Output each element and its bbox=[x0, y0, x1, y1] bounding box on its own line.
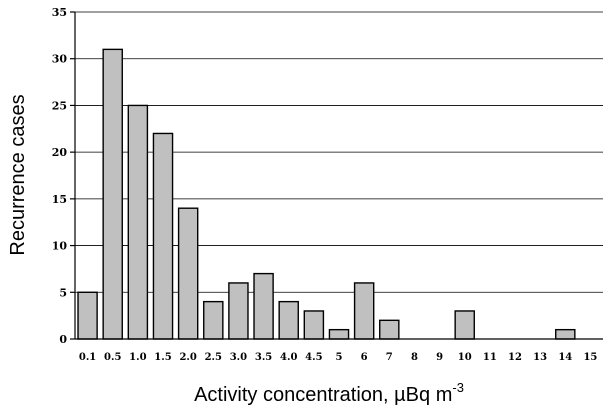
bar-0.1 bbox=[77, 291, 98, 340]
x-tick-label: 3.0 bbox=[230, 352, 247, 363]
bar-4.5 bbox=[303, 310, 325, 340]
y-tick-label: 25 bbox=[52, 99, 67, 112]
y-tick-label: 35 bbox=[52, 6, 67, 19]
bar-2.5 bbox=[203, 300, 224, 340]
x-tick-label: 4.0 bbox=[280, 352, 297, 363]
bar-3.0 bbox=[228, 282, 249, 340]
x-tick-label: 13 bbox=[533, 352, 547, 363]
x-tick-label: 2.5 bbox=[205, 352, 222, 363]
bar-4.0 bbox=[278, 300, 299, 340]
y-tick-label: 30 bbox=[52, 53, 68, 66]
x-tick-label: 2.0 bbox=[179, 352, 196, 363]
y-axis-title: Recurrence cases bbox=[7, 94, 29, 255]
bar-7 bbox=[379, 319, 400, 340]
y-tick-label: 20 bbox=[52, 146, 68, 159]
x-tick-label: 0.1 bbox=[79, 352, 96, 363]
y-tick-label: 5 bbox=[59, 286, 67, 299]
x-axis-title: Activity concentration, µBq m-3 bbox=[194, 380, 464, 406]
x-tick-label: 12 bbox=[508, 352, 522, 363]
x-tick-labels: 0.1 0.5 1.0 1.5 2.0 2.5 3.0 3.5 4.0 4.5 5 6 7 8 9 10 11 1… bbox=[79, 352, 598, 363]
x-tick-label: 6 bbox=[361, 352, 368, 363]
bar-10 bbox=[454, 310, 475, 340]
bar-2.0 bbox=[177, 207, 199, 340]
bar-5 bbox=[328, 328, 350, 340]
bar-0.5 bbox=[102, 48, 123, 340]
bar-1.0 bbox=[127, 104, 149, 340]
x-tick-label: 10 bbox=[458, 352, 472, 363]
bar-3.5 bbox=[253, 272, 274, 340]
x-tick-label: 8 bbox=[411, 352, 418, 363]
y-tick-label: 10 bbox=[52, 240, 68, 253]
x-tick-label: 0.5 bbox=[104, 352, 121, 363]
x-tick-label: 14 bbox=[558, 352, 572, 363]
x-tick-label: 9 bbox=[436, 352, 443, 363]
x-tick-label: 1.0 bbox=[129, 352, 146, 363]
x-tick-label: 3.5 bbox=[255, 352, 272, 363]
bars bbox=[77, 48, 576, 340]
x-tick-label: 7 bbox=[386, 352, 393, 363]
y-tick-label: 15 bbox=[52, 193, 67, 206]
axes bbox=[74, 12, 603, 340]
y-tick-label: 0 bbox=[59, 333, 67, 346]
bar-1.5 bbox=[152, 132, 174, 340]
x-tick-label: 1.5 bbox=[154, 352, 171, 363]
x-tick-label: 5 bbox=[336, 352, 343, 363]
x-tick-label: 11 bbox=[483, 352, 497, 363]
x-tick-label: 4.5 bbox=[305, 352, 322, 363]
x-tick-label: 15 bbox=[583, 352, 597, 363]
bar-14 bbox=[555, 328, 576, 340]
bar-6 bbox=[353, 282, 375, 340]
y-tick-labels: 0 5 10 15 20 25 30 35 bbox=[52, 6, 75, 346]
